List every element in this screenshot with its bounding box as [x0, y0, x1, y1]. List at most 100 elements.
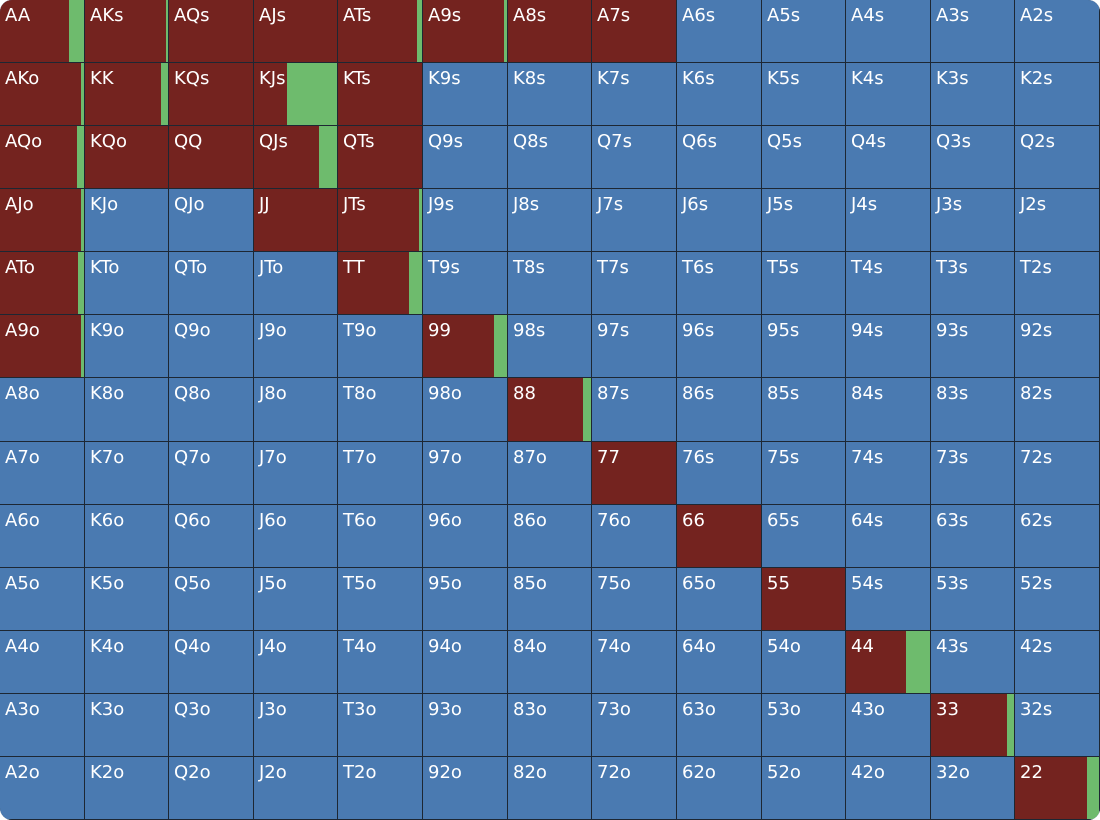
hand-cell[interactable]: T9s: [423, 252, 508, 315]
hand-cell[interactable]: 54o: [762, 631, 846, 694]
hand-cell[interactable]: 32o: [931, 757, 1015, 820]
hand-cell[interactable]: 44: [846, 631, 931, 694]
hand-cell[interactable]: J5o: [254, 568, 338, 631]
hand-cell[interactable]: 65s: [762, 505, 846, 568]
hand-cell[interactable]: 97o: [423, 442, 508, 505]
hand-cell[interactable]: T8o: [338, 378, 423, 442]
hand-cell[interactable]: 87o: [508, 442, 592, 505]
hand-cell[interactable]: 53s: [931, 568, 1015, 631]
hand-cell[interactable]: AKo: [0, 63, 85, 126]
hand-cell[interactable]: Q6o: [169, 505, 254, 568]
hand-cell[interactable]: AA: [0, 0, 85, 63]
hand-cell[interactable]: 63s: [931, 505, 1015, 568]
hand-cell[interactable]: Q9s: [423, 126, 508, 189]
hand-cell[interactable]: Q2s: [1015, 126, 1100, 189]
hand-cell[interactable]: 76s: [677, 442, 762, 505]
hand-cell[interactable]: T3s: [931, 252, 1015, 315]
hand-cell[interactable]: 76o: [592, 505, 677, 568]
hand-cell[interactable]: Q5s: [762, 126, 846, 189]
hand-cell[interactable]: A6o: [0, 505, 85, 568]
hand-cell[interactable]: T5s: [762, 252, 846, 315]
hand-cell[interactable]: T3o: [338, 694, 423, 757]
hand-cell[interactable]: T5o: [338, 568, 423, 631]
hand-cell[interactable]: 42o: [846, 757, 931, 820]
hand-cell[interactable]: AKs: [85, 0, 169, 63]
hand-cell[interactable]: 83o: [508, 694, 592, 757]
hand-cell[interactable]: 22: [1015, 757, 1100, 820]
hand-cell[interactable]: 43s: [931, 631, 1015, 694]
hand-cell[interactable]: QTo: [169, 252, 254, 315]
hand-cell[interactable]: K9o: [85, 315, 169, 378]
hand-cell[interactable]: J4o: [254, 631, 338, 694]
hand-cell[interactable]: J7s: [592, 189, 677, 252]
hand-cell[interactable]: Q3o: [169, 694, 254, 757]
hand-cell[interactable]: 65o: [677, 568, 762, 631]
hand-cell[interactable]: AJo: [0, 189, 85, 252]
hand-cell[interactable]: 73s: [931, 442, 1015, 505]
hand-cell[interactable]: AQo: [0, 126, 85, 189]
hand-cell[interactable]: 74o: [592, 631, 677, 694]
hand-cell[interactable]: A7s: [592, 0, 677, 63]
hand-cell[interactable]: 64s: [846, 505, 931, 568]
hand-cell[interactable]: 62o: [677, 757, 762, 820]
hand-cell[interactable]: 43o: [846, 694, 931, 757]
hand-cell[interactable]: K5o: [85, 568, 169, 631]
hand-cell[interactable]: 75s: [762, 442, 846, 505]
hand-cell[interactable]: A8s: [508, 0, 592, 63]
hand-cell[interactable]: J6o: [254, 505, 338, 568]
hand-cell[interactable]: J8o: [254, 378, 338, 442]
hand-cell[interactable]: K6s: [677, 63, 762, 126]
hand-cell[interactable]: 84o: [508, 631, 592, 694]
hand-cell[interactable]: QJs: [254, 126, 338, 189]
hand-cell[interactable]: J8s: [508, 189, 592, 252]
hand-cell[interactable]: A4s: [846, 0, 931, 63]
hand-cell[interactable]: A6s: [677, 0, 762, 63]
hand-cell[interactable]: KJs: [254, 63, 338, 126]
hand-cell[interactable]: Q4s: [846, 126, 931, 189]
hand-cell[interactable]: ATo: [0, 252, 85, 315]
hand-cell[interactable]: 77: [592, 442, 677, 505]
hand-cell[interactable]: 82s: [1015, 378, 1100, 442]
hand-cell[interactable]: 62s: [1015, 505, 1100, 568]
hand-cell[interactable]: 86o: [508, 505, 592, 568]
hand-cell[interactable]: 53o: [762, 694, 846, 757]
hand-cell[interactable]: Q8o: [169, 378, 254, 442]
hand-cell[interactable]: 52o: [762, 757, 846, 820]
hand-cell[interactable]: T6o: [338, 505, 423, 568]
hand-cell[interactable]: 66: [677, 505, 762, 568]
hand-cell[interactable]: QJo: [169, 189, 254, 252]
hand-cell[interactable]: A5s: [762, 0, 846, 63]
hand-cell[interactable]: 63o: [677, 694, 762, 757]
hand-cell[interactable]: 82o: [508, 757, 592, 820]
hand-cell[interactable]: 93o: [423, 694, 508, 757]
hand-cell[interactable]: KK: [85, 63, 169, 126]
hand-cell[interactable]: 54s: [846, 568, 931, 631]
hand-cell[interactable]: 72o: [592, 757, 677, 820]
hand-cell[interactable]: A7o: [0, 442, 85, 505]
hand-cell[interactable]: JTs: [338, 189, 423, 252]
hand-cell[interactable]: J9o: [254, 315, 338, 378]
hand-cell[interactable]: ATs: [338, 0, 423, 63]
hand-cell[interactable]: QTs: [338, 126, 423, 189]
hand-cell[interactable]: J3o: [254, 694, 338, 757]
hand-cell[interactable]: 96s: [677, 315, 762, 378]
hand-cell[interactable]: 96o: [423, 505, 508, 568]
hand-cell[interactable]: 88: [508, 378, 592, 442]
hand-cell[interactable]: KTs: [338, 63, 423, 126]
hand-cell[interactable]: Q7s: [592, 126, 677, 189]
hand-cell[interactable]: A9s: [423, 0, 508, 63]
hand-cell[interactable]: 92s: [1015, 315, 1100, 378]
hand-cell[interactable]: JJ: [254, 189, 338, 252]
hand-cell[interactable]: K4s: [846, 63, 931, 126]
hand-cell[interactable]: K5s: [762, 63, 846, 126]
hand-cell[interactable]: T2o: [338, 757, 423, 820]
hand-cell[interactable]: J2s: [1015, 189, 1100, 252]
hand-cell[interactable]: A9o: [0, 315, 85, 378]
hand-cell[interactable]: Q4o: [169, 631, 254, 694]
hand-cell[interactable]: T2s: [1015, 252, 1100, 315]
hand-cell[interactable]: 93s: [931, 315, 1015, 378]
hand-cell[interactable]: 86s: [677, 378, 762, 442]
hand-cell[interactable]: A3s: [931, 0, 1015, 63]
hand-cell[interactable]: 97s: [592, 315, 677, 378]
hand-cell[interactable]: T7o: [338, 442, 423, 505]
